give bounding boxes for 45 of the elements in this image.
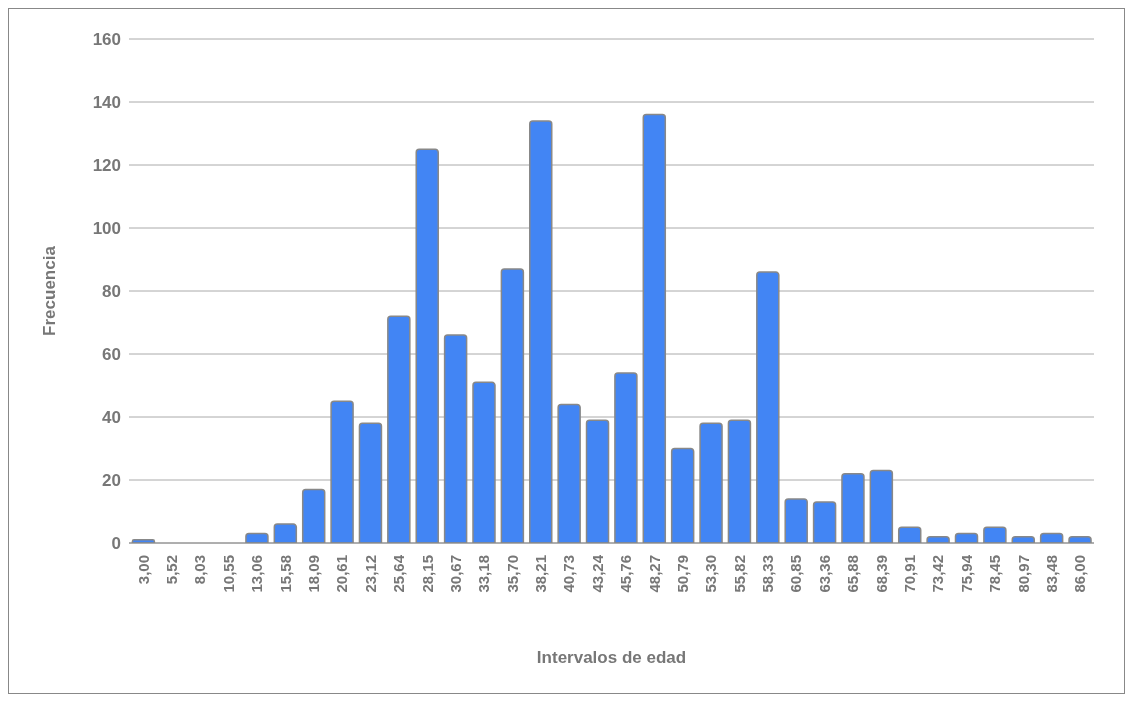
x-tick-label: 20,61 xyxy=(333,555,351,593)
x-tick-label: 35,70 xyxy=(503,555,521,593)
x-tick-label: 65,88 xyxy=(844,555,862,593)
y-axis-title: Frecuencia xyxy=(40,245,60,336)
x-tick-label: 33,18 xyxy=(475,555,493,593)
x-tick-label: 13,06 xyxy=(248,555,266,593)
x-tick-label: 40,73 xyxy=(560,555,578,593)
x-tick-label: 3,00 xyxy=(134,555,152,585)
x-tick-label: 50,79 xyxy=(673,555,691,593)
y-tick-label: 160 xyxy=(92,30,121,50)
x-tick-label: 68,39 xyxy=(872,555,890,593)
y-tick-label: 60 xyxy=(102,345,121,365)
y-tick-label: 40 xyxy=(102,408,121,428)
x-tick-label: 78,45 xyxy=(986,555,1004,593)
x-tick-label: 23,12 xyxy=(361,555,379,593)
x-tick-label: 58,33 xyxy=(759,555,777,593)
y-tick-label: 20 xyxy=(102,471,121,491)
x-tick-label: 80,97 xyxy=(1014,555,1032,593)
x-tick-label: 73,42 xyxy=(929,555,947,593)
x-tick-label: 60,85 xyxy=(787,555,805,593)
x-tick-label: 75,94 xyxy=(957,554,975,593)
x-tick-label: 48,27 xyxy=(645,555,663,593)
x-tick-label: 63,36 xyxy=(815,555,833,593)
x-tick-label: 83,48 xyxy=(1042,555,1060,593)
x-tick-label: 10,55 xyxy=(219,555,237,593)
x-tick-label: 55,82 xyxy=(730,555,748,593)
x-axis-title: Intervalos de edad xyxy=(536,648,687,667)
x-tick-label: 86,00 xyxy=(1071,555,1089,593)
y-tick-label: 100 xyxy=(92,219,121,239)
x-tick-label: 25,64 xyxy=(390,554,408,593)
x-tick-label: 53,30 xyxy=(702,555,720,593)
y-tick-label: 0 xyxy=(111,534,121,554)
x-tick-label: 8,03 xyxy=(191,555,209,585)
x-tick-label: 5,52 xyxy=(163,555,181,585)
x-tick-label: 28,15 xyxy=(418,555,436,593)
x-tick-label: 45,76 xyxy=(617,555,635,593)
x-tick-label: 70,91 xyxy=(901,555,919,593)
x-tick-label: 38,21 xyxy=(532,555,550,593)
y-tick-label: 120 xyxy=(92,156,121,176)
y-tick-label: 140 xyxy=(92,93,121,113)
x-tick-label: 18,09 xyxy=(304,555,322,593)
x-tick-label: 43,24 xyxy=(588,554,606,593)
y-tick-label: 80 xyxy=(102,282,121,302)
x-tick-label: 15,58 xyxy=(276,555,294,593)
x-tick-label: 30,67 xyxy=(446,555,464,593)
